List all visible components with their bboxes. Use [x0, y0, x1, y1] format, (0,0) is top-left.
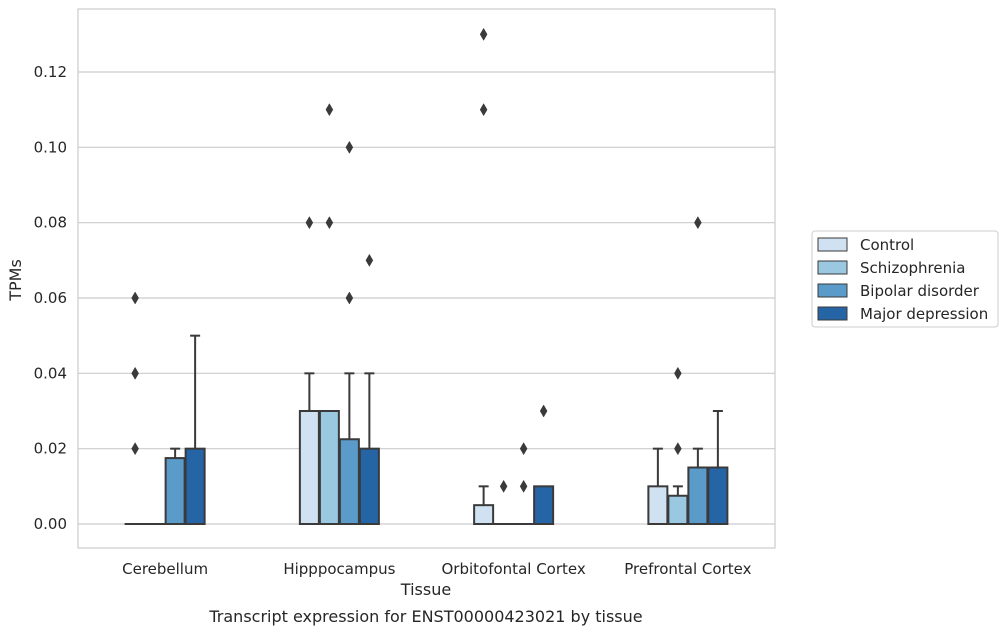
box-1-1 [318, 410, 340, 525]
legend-swatch [817, 237, 848, 252]
outlier-point [519, 479, 528, 493]
box-body [318, 410, 340, 525]
box-3-1 [358, 372, 380, 525]
outlier-point [325, 216, 334, 230]
outlier-point [694, 216, 702, 230]
outlier-point [479, 103, 488, 117]
x-tick-label: Orbitofontal Cortex [442, 560, 586, 578]
box-2-1 [338, 372, 360, 525]
legend-label: Major depression [860, 305, 988, 323]
box-body [687, 466, 709, 525]
box-3-3 [707, 410, 729, 525]
outlier-point [365, 253, 374, 267]
outlier-point [345, 140, 354, 154]
legend: Control Schizophrenia Bipolar disorder Majo… [811, 230, 999, 328]
legend-label: Bipolar disorder [860, 282, 980, 300]
box-body [647, 485, 669, 526]
outlier-point [674, 442, 682, 456]
outlier-point [131, 442, 139, 456]
outliers [131, 27, 702, 493]
box-body [533, 485, 555, 526]
legend-swatch [817, 260, 848, 275]
box-body [298, 410, 320, 525]
box-body [358, 447, 380, 525]
y-tick-label: 0.00 [34, 515, 67, 533]
x-axis-label: Tissue [400, 580, 451, 599]
box-body [473, 504, 495, 525]
boxes [124, 334, 729, 526]
y-axis-label: TPMs [6, 259, 25, 302]
y-tick-label: 0.02 [34, 440, 67, 458]
outlier-point [345, 291, 354, 305]
outlier-point [325, 103, 334, 117]
outlier-point [539, 404, 548, 418]
y-tick-label: 0.12 [34, 63, 67, 81]
box-body [667, 494, 689, 525]
x-tick-label: Hipppocampus [283, 560, 395, 578]
box-3-2 [533, 485, 555, 526]
box-body [707, 466, 729, 525]
grid-lines [78, 71, 775, 525]
chart-caption: Transcript expression for ENST0000042302… [208, 607, 642, 626]
box-0-1 [298, 372, 320, 525]
legend-frame [811, 230, 999, 328]
outlier-point [131, 291, 139, 305]
outlier-point [305, 216, 314, 230]
y-tick-label: 0.04 [34, 364, 67, 382]
box-2-3 [687, 447, 709, 525]
box-body [184, 447, 206, 525]
box-0-2 [473, 485, 495, 525]
x-tick-label: Prefrontal Cortex [624, 560, 751, 578]
legend-label: Control [860, 236, 914, 254]
box-1-3 [667, 485, 689, 525]
outlier-point [674, 366, 682, 380]
legend-swatch [817, 306, 848, 321]
outlier-point [499, 479, 508, 493]
y-tick-label: 0.06 [34, 289, 67, 307]
plot-area [77, 8, 776, 549]
y-tick-label: 0.10 [34, 138, 67, 156]
box-3-0 [184, 334, 206, 525]
box-body [338, 438, 360, 525]
box-0-3 [647, 447, 669, 526]
box-body [164, 457, 186, 526]
y-tick-label: 0.08 [34, 214, 67, 232]
box-2-0 [164, 447, 186, 526]
legend-label: Schizophrenia [860, 259, 965, 277]
outlier-point [131, 366, 139, 380]
x-tick-label: Cerebellum [122, 560, 208, 578]
x-axis: Cerebellum Hipppocampus Orbitofontal Corte… [122, 560, 751, 578]
legend-swatch [817, 283, 848, 298]
outlier-point [519, 442, 528, 456]
y-axis: 0.00 0.02 0.04 0.06 0.08 0.10 0.12 [34, 63, 67, 533]
outlier-point [479, 27, 488, 41]
